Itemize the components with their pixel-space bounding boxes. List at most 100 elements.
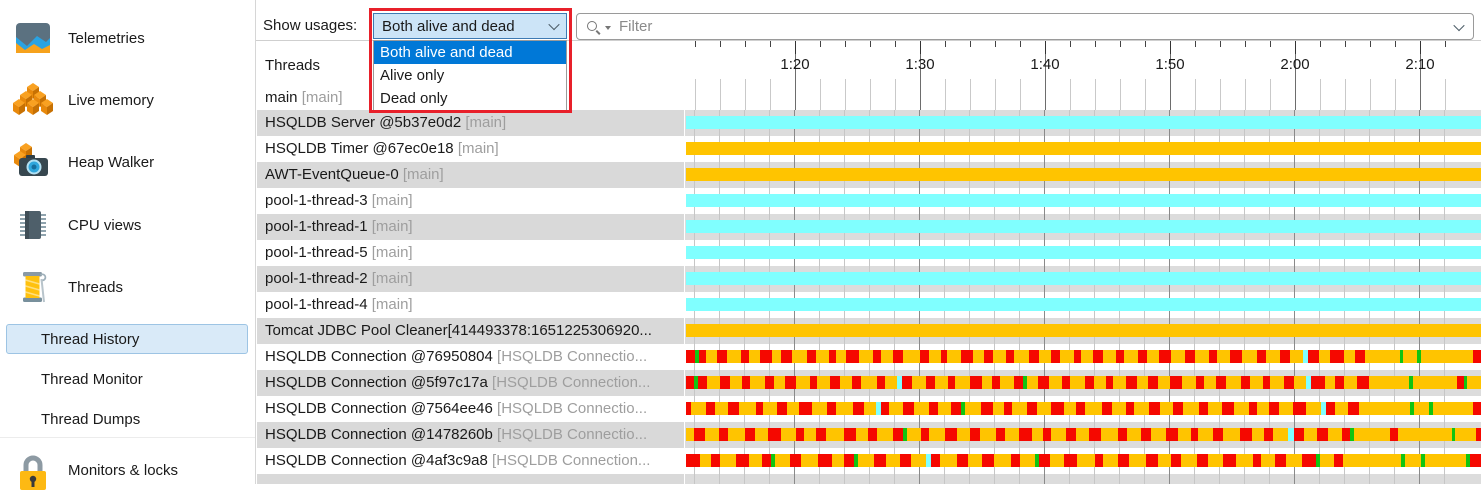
thread-state-bar — [686, 116, 1481, 129]
thread-suffix: [main] — [367, 270, 413, 287]
thread-row[interactable]: pool-1-thread-5 [main] — [257, 240, 1481, 266]
thread-row[interactable]: HSQLDB Connection @1478260b [HSQLDB Conn… — [257, 422, 1481, 448]
dropdown-option-alive-only[interactable]: Alive only — [380, 67, 445, 84]
filter-field[interactable] — [576, 13, 1474, 40]
sidebar-item-monitors-locks[interactable]: Monitors & locks — [12, 448, 244, 492]
thread-state-bar — [686, 324, 1481, 337]
thread-rows: HSQLDB Server @5b37e0d2 [main] HSQLDB Tim… — [257, 110, 1481, 484]
monitors-locks-icon — [12, 449, 54, 491]
sidebar: Telemetries Live memory Heap Walker CPU … — [0, 0, 256, 490]
thread-row-label[interactable]: AWT-EventQueue-0 [main] — [257, 162, 685, 188]
dropdown-popup: Both alive and dead Alive only Dead only — [373, 40, 567, 111]
thread-row[interactable]: Tomcat JDBC Pool Cleaner[414493378:16512… — [257, 318, 1481, 344]
thread-timeline-cell — [685, 318, 1481, 344]
thread-row[interactable]: HSQLDB Connection @7564ee46 [HSQLDB Conn… — [257, 396, 1481, 422]
dropdown-option-both-alive-and-dead[interactable]: Both alive and dead — [374, 41, 566, 64]
thread-row-label[interactable]: pool-1-thread-3 [main] — [257, 188, 685, 214]
threads-icon — [12, 266, 54, 308]
search-icon — [587, 20, 601, 34]
sidebar-item-live-memory[interactable]: Live memory — [12, 78, 244, 122]
thread-suffix: [HSQLDB Connectio... — [492, 348, 648, 365]
thread-timeline-cell — [685, 396, 1481, 422]
thread-row[interactable]: pool-1-thread-3 [main] — [257, 188, 1481, 214]
thread-row[interactable]: HSQLDB Connection @4af3c9a8 [HSQLDB Conn… — [257, 448, 1481, 474]
sidebar-separator — [0, 437, 255, 438]
chevron-down-icon — [548, 18, 560, 31]
thread-suffix: [HSQLDB Connectio... — [492, 400, 648, 417]
show-usages-label: Show usages: — [263, 17, 358, 34]
thread-row-label[interactable]: HSQLDB Connection @7564ee46 [HSQLDB Conn… — [257, 396, 685, 422]
sidebar-item-thread-monitor[interactable]: Thread Monitor — [41, 371, 143, 388]
sidebar-item-label: Heap Walker — [68, 153, 155, 171]
thread-timeline-cell — [685, 292, 1481, 318]
threads-title: Threads — [265, 57, 321, 74]
thread-suffix: [main] — [367, 218, 413, 235]
thread-row[interactable]: HSQLDB Connection @5f97c17a [HSQLDB Conn… — [257, 370, 1481, 396]
thread-row[interactable]: AWT-EventQueue-0 [main] — [257, 162, 1481, 188]
thread-timeline-cell — [685, 266, 1481, 292]
sidebar-item-telemetries[interactable]: Telemetries — [12, 16, 244, 60]
thread-suffix: [HSQLDB Connectio... — [492, 426, 648, 443]
thread-row-label[interactable]: HSQLDB Connection @5f97c17a [HSQLDB Conn… — [257, 370, 685, 396]
thread-state-bar — [686, 272, 1481, 285]
thread-timeline-cell — [685, 188, 1481, 214]
time-label: 1:50 — [1155, 56, 1185, 73]
thread-row[interactable] — [257, 474, 1481, 484]
timeline-major-ticks — [686, 41, 1481, 54]
cpu-views-icon — [12, 204, 54, 246]
thread-name: HSQLDB Connection @1478260b — [265, 426, 493, 443]
thread-row-label[interactable]: HSQLDB Connection @4af3c9a8 [HSQLDB Conn… — [257, 448, 685, 474]
show-usages-dropdown[interactable]: Both alive and dead — [373, 13, 567, 39]
thread-row[interactable]: pool-1-thread-2 [main] — [257, 266, 1481, 292]
telemetries-icon — [12, 17, 54, 59]
thread-row-label[interactable]: HSQLDB Connection @1478260b [HSQLDB Conn… — [257, 422, 685, 448]
thread-state-bar — [686, 194, 1481, 207]
thread-row[interactable]: pool-1-thread-1 [main] — [257, 214, 1481, 240]
thread-name: HSQLDB Connection @76950804 — [265, 348, 493, 365]
sidebar-item-thread-dumps[interactable]: Thread Dumps — [41, 411, 141, 428]
thread-row-label[interactable]: pool-1-thread-2 [main] — [257, 266, 685, 292]
sidebar-item-label: Telemetries — [68, 29, 145, 47]
thread-state-bar — [686, 220, 1481, 233]
thread-row-label[interactable]: pool-1-thread-4 [main] — [257, 292, 685, 318]
sidebar-item-threads[interactable]: Threads — [12, 265, 244, 309]
sidebar-item-cpu-views[interactable]: CPU views — [12, 203, 244, 247]
filter-chevron-down-icon — [1453, 19, 1465, 31]
thread-state-bar — [686, 428, 1481, 441]
thread-row-label[interactable]: pool-1-thread-5 [main] — [257, 240, 685, 266]
thread-suffix: [main] — [453, 140, 499, 157]
thread-row-label[interactable]: HSQLDB Timer @67ec0e18 [main] — [257, 136, 685, 162]
thread-row-label[interactable]: pool-1-thread-1 [main] — [257, 214, 685, 240]
thread-timeline-cell — [685, 110, 1481, 136]
thread-row-label[interactable] — [257, 474, 685, 484]
thread-row[interactable]: HSQLDB Timer @67ec0e18 [main] — [257, 136, 1481, 162]
thread-row[interactable]: HSQLDB Connection @76950804 [HSQLDB Conn… — [257, 344, 1481, 370]
thread-timeline-cell — [685, 448, 1481, 474]
thread-state-bar — [686, 246, 1481, 259]
time-label: 1:30 — [905, 56, 935, 73]
thread-name: Tomcat JDBC Pool Cleaner[414493378:16512… — [265, 322, 652, 339]
live-memory-icon — [12, 79, 54, 121]
thread-name: HSQLDB Connection @4af3c9a8 — [265, 452, 488, 469]
sidebar-item-heap-walker[interactable]: Heap Walker — [12, 140, 244, 184]
sidebar-item-thread-history[interactable]: Thread History — [6, 324, 248, 354]
time-label: 1:40 — [1030, 56, 1060, 73]
sidebar-item-label: Monitors & locks — [68, 461, 179, 479]
thread-state-bar — [686, 376, 1481, 389]
thread-row-label[interactable]: Tomcat JDBC Pool Cleaner[414493378:16512… — [257, 318, 685, 344]
thread-row[interactable]: HSQLDB Server @5b37e0d2 [main] — [257, 110, 1481, 136]
main-thread-row[interactable]: main [main] — [265, 86, 343, 110]
thread-state-bar — [686, 168, 1481, 181]
filter-input[interactable] — [617, 17, 1455, 36]
thread-row-label[interactable]: HSQLDB Server @5b37e0d2 [main] — [257, 110, 685, 136]
thread-row[interactable]: pool-1-thread-4 [main] — [257, 292, 1481, 318]
thread-name: pool-1-thread-2 — [265, 270, 368, 287]
thread-state-bar — [686, 350, 1481, 363]
thread-name: HSQLDB Timer @67ec0e18 — [265, 140, 454, 157]
thread-name: pool-1-thread-5 — [265, 244, 368, 261]
dropdown-option-dead-only[interactable]: Dead only — [380, 90, 448, 107]
thread-timeline-cell — [685, 422, 1481, 448]
thread-name: HSQLDB Connection @5f97c17a — [265, 374, 488, 391]
thread-row-label[interactable]: HSQLDB Connection @76950804 [HSQLDB Conn… — [257, 344, 685, 370]
